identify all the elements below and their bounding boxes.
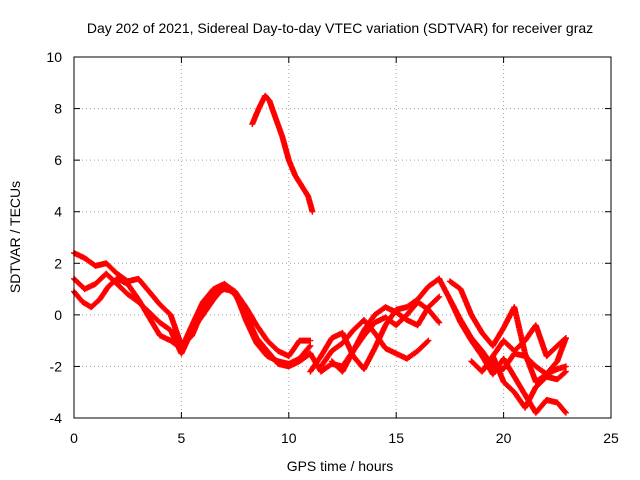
x-axis-title: GPS time / hours — [287, 458, 394, 474]
series-arc-g — [328, 299, 443, 375]
y-tick-label: 10 — [46, 49, 62, 65]
x-tick-label: 10 — [281, 430, 297, 446]
series-arc-i — [446, 278, 569, 385]
axis-ticks: 0 5 10 15 20 25 -4 -2 0 2 4 6 8 10 — [46, 49, 619, 446]
y-tick-label: 4 — [54, 204, 62, 220]
y-tick-label: 0 — [54, 307, 62, 323]
series-arc-c — [71, 275, 314, 367]
y-tick-label: 8 — [54, 101, 62, 117]
plus-markers — [71, 275, 314, 367]
series-arc-a — [71, 250, 314, 360]
x-tick-label: 15 — [388, 430, 404, 446]
y-tick-label: 6 — [54, 152, 62, 168]
chart-title: Day 202 of 2021, Sidereal Day-to-day VTE… — [87, 20, 593, 36]
plus-markers — [489, 322, 569, 360]
x-tick-label: 25 — [603, 430, 619, 446]
plus-markers — [446, 278, 569, 385]
plot-frame — [73, 56, 612, 419]
series-arc-f — [318, 317, 432, 370]
plus-markers — [71, 250, 314, 360]
x-tick-label: 5 — [178, 430, 186, 446]
y-tick-label: -4 — [50, 410, 63, 426]
data-points — [71, 92, 569, 416]
x-tick-label: 20 — [496, 430, 512, 446]
y-tick-label: -2 — [50, 358, 63, 374]
y-tick-label: 2 — [54, 255, 62, 271]
plus-markers — [318, 317, 432, 370]
plus-markers — [328, 299, 443, 375]
x-tick-label: 0 — [70, 430, 78, 446]
series-arc-l — [489, 322, 569, 360]
plus-markers — [249, 92, 316, 215]
series-arc-high — [249, 92, 316, 215]
y-axis-title: SDTVAR / TECUs — [7, 181, 23, 293]
